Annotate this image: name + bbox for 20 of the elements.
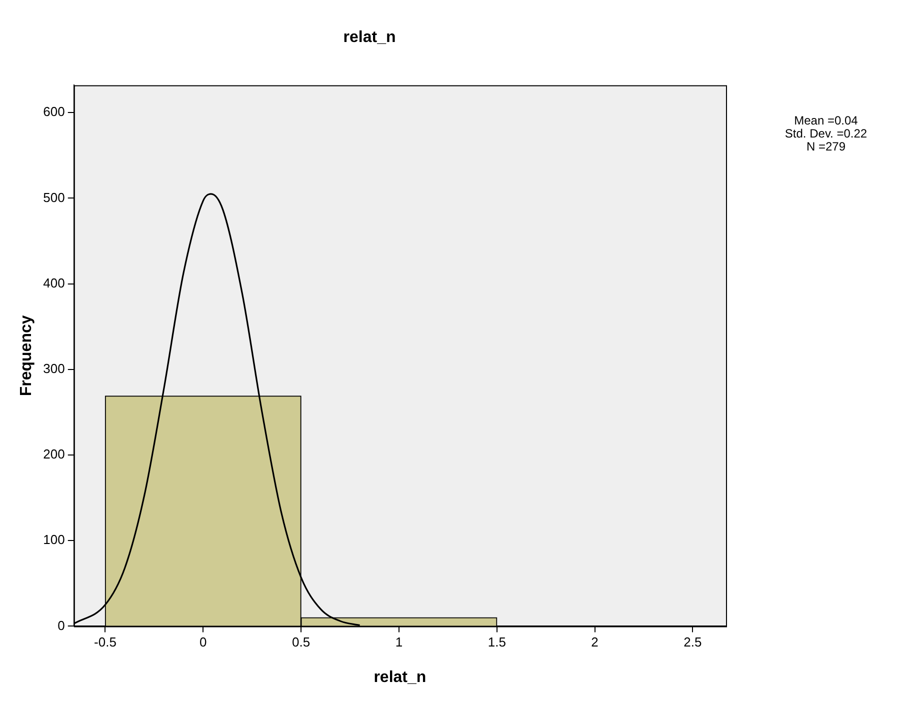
x-axis-title: relat_n <box>374 668 426 686</box>
text: Std. Dev. =0.22 <box>784 126 868 141</box>
text: N =279 <box>806 140 846 154</box>
x-tick-label: 1.5 <box>488 634 506 650</box>
x-tick-label: -0.5 <box>94 634 116 650</box>
y-tick-label: 0 <box>58 618 65 633</box>
x-tick-label: 2 <box>591 634 598 650</box>
y-tick-label: 200 <box>43 446 65 462</box>
x-tick-label: 2.5 <box>684 634 702 650</box>
y-tick-label: 600 <box>43 104 65 120</box>
y-tick-label: 500 <box>43 190 65 205</box>
y-tick-label: 300 <box>43 360 65 376</box>
y-axis-title: Frequency <box>18 315 36 396</box>
x-tick-label: 0.5 <box>292 634 310 650</box>
text: Mean =0.04 <box>794 114 858 128</box>
chart-title: relat_n <box>343 29 396 46</box>
y-tick-label: 400 <box>43 275 65 290</box>
y-tick-label: 100 <box>43 532 65 548</box>
x-tick-label: 1 <box>395 634 403 650</box>
x-tick-label: 0 <box>200 634 207 650</box>
